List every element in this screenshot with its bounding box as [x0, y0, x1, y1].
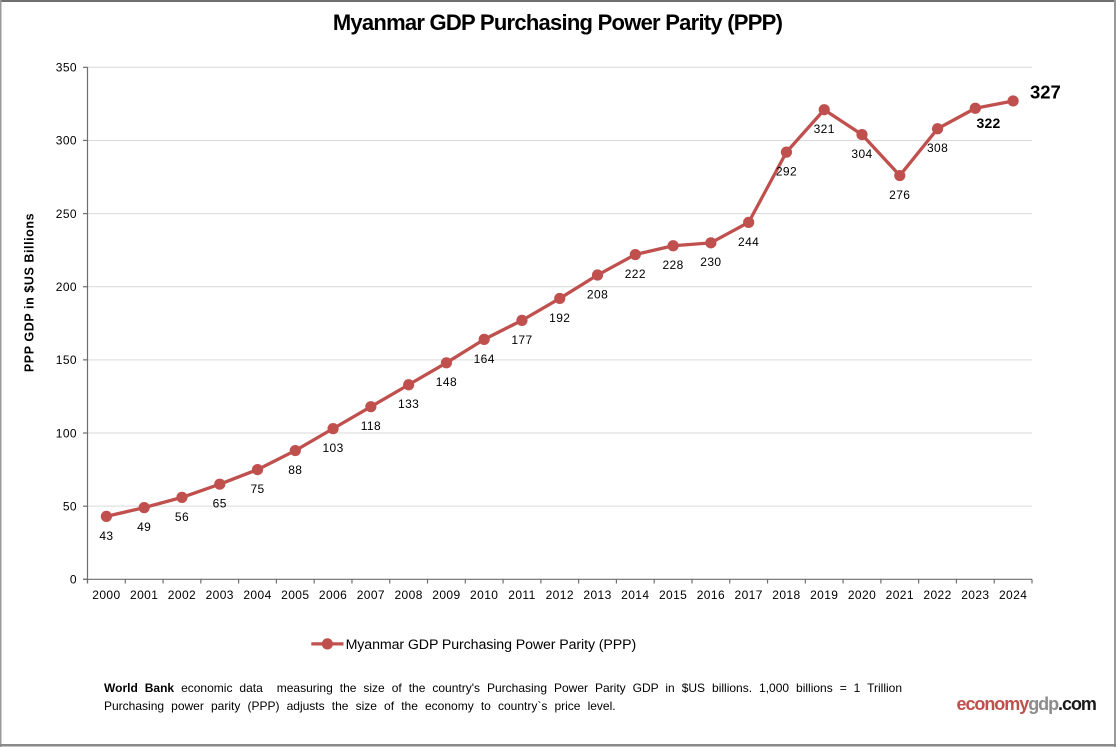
- svg-text:0: 0: [70, 573, 77, 587]
- svg-text:2003: 2003: [206, 588, 234, 602]
- svg-text:65: 65: [213, 497, 227, 511]
- svg-text:2001: 2001: [130, 588, 158, 602]
- svg-text:75: 75: [250, 482, 264, 496]
- svg-text:200: 200: [56, 280, 77, 294]
- svg-text:100: 100: [56, 426, 77, 440]
- svg-text:2002: 2002: [168, 588, 196, 602]
- svg-text:2009: 2009: [432, 588, 460, 602]
- svg-text:2020: 2020: [848, 588, 876, 602]
- svg-text:2016: 2016: [697, 588, 725, 602]
- svg-text:244: 244: [738, 235, 759, 249]
- svg-text:208: 208: [587, 287, 608, 301]
- svg-text:350: 350: [56, 61, 77, 75]
- svg-text:Myanmar GDP Purchasing Power P: Myanmar GDP Purchasing Power Parity (PPP…: [333, 10, 783, 35]
- svg-text:322: 322: [977, 115, 1001, 131]
- svg-text:2017: 2017: [735, 588, 763, 602]
- svg-text:222: 222: [625, 267, 646, 281]
- svg-text:2023: 2023: [961, 588, 989, 602]
- svg-text:56: 56: [175, 510, 189, 524]
- svg-text:292: 292: [776, 165, 797, 179]
- svg-text:43: 43: [99, 529, 113, 543]
- svg-text:118: 118: [361, 419, 381, 433]
- svg-text:276: 276: [889, 188, 910, 202]
- svg-text:148: 148: [436, 375, 457, 389]
- svg-text:327: 327: [1030, 82, 1061, 103]
- svg-text:300: 300: [56, 134, 77, 148]
- svg-text:Myanmar GDP Purchasing Power P: Myanmar GDP Purchasing Power Parity (PPP…: [346, 637, 637, 653]
- svg-text:250: 250: [56, 207, 77, 221]
- svg-text:228: 228: [662, 258, 683, 272]
- svg-text:2014: 2014: [621, 588, 649, 602]
- svg-text:2013: 2013: [583, 588, 611, 602]
- svg-text:150: 150: [56, 353, 77, 367]
- svg-text:2010: 2010: [470, 588, 498, 602]
- svg-text:2000: 2000: [92, 588, 120, 602]
- svg-text:103: 103: [322, 441, 343, 455]
- svg-text:177: 177: [511, 333, 532, 347]
- svg-text:133: 133: [398, 397, 419, 411]
- svg-text:230: 230: [700, 255, 721, 269]
- svg-text:308: 308: [927, 141, 948, 155]
- svg-text:50: 50: [63, 499, 77, 513]
- svg-text:PPP GDP in $US Billions: PPP GDP in $US Billions: [23, 213, 37, 372]
- svg-text:164: 164: [474, 352, 495, 366]
- svg-text:2004: 2004: [243, 588, 271, 602]
- svg-text:2008: 2008: [394, 588, 422, 602]
- svg-text:2015: 2015: [659, 588, 687, 602]
- svg-text:2006: 2006: [319, 588, 347, 602]
- svg-text:2007: 2007: [357, 588, 385, 602]
- svg-text:2011: 2011: [508, 588, 535, 602]
- svg-text:2022: 2022: [923, 588, 951, 602]
- svg-text:192: 192: [549, 311, 570, 325]
- svg-text:49: 49: [137, 520, 151, 534]
- svg-text:321: 321: [814, 122, 835, 136]
- svg-text:2019: 2019: [810, 588, 838, 602]
- svg-text:2005: 2005: [281, 588, 309, 602]
- svg-text:2018: 2018: [772, 588, 800, 602]
- svg-text:2012: 2012: [546, 588, 574, 602]
- svg-text:2024: 2024: [999, 588, 1027, 602]
- svg-text:2021: 2021: [886, 588, 914, 602]
- svg-text:88: 88: [288, 463, 302, 477]
- svg-text:304: 304: [851, 147, 872, 161]
